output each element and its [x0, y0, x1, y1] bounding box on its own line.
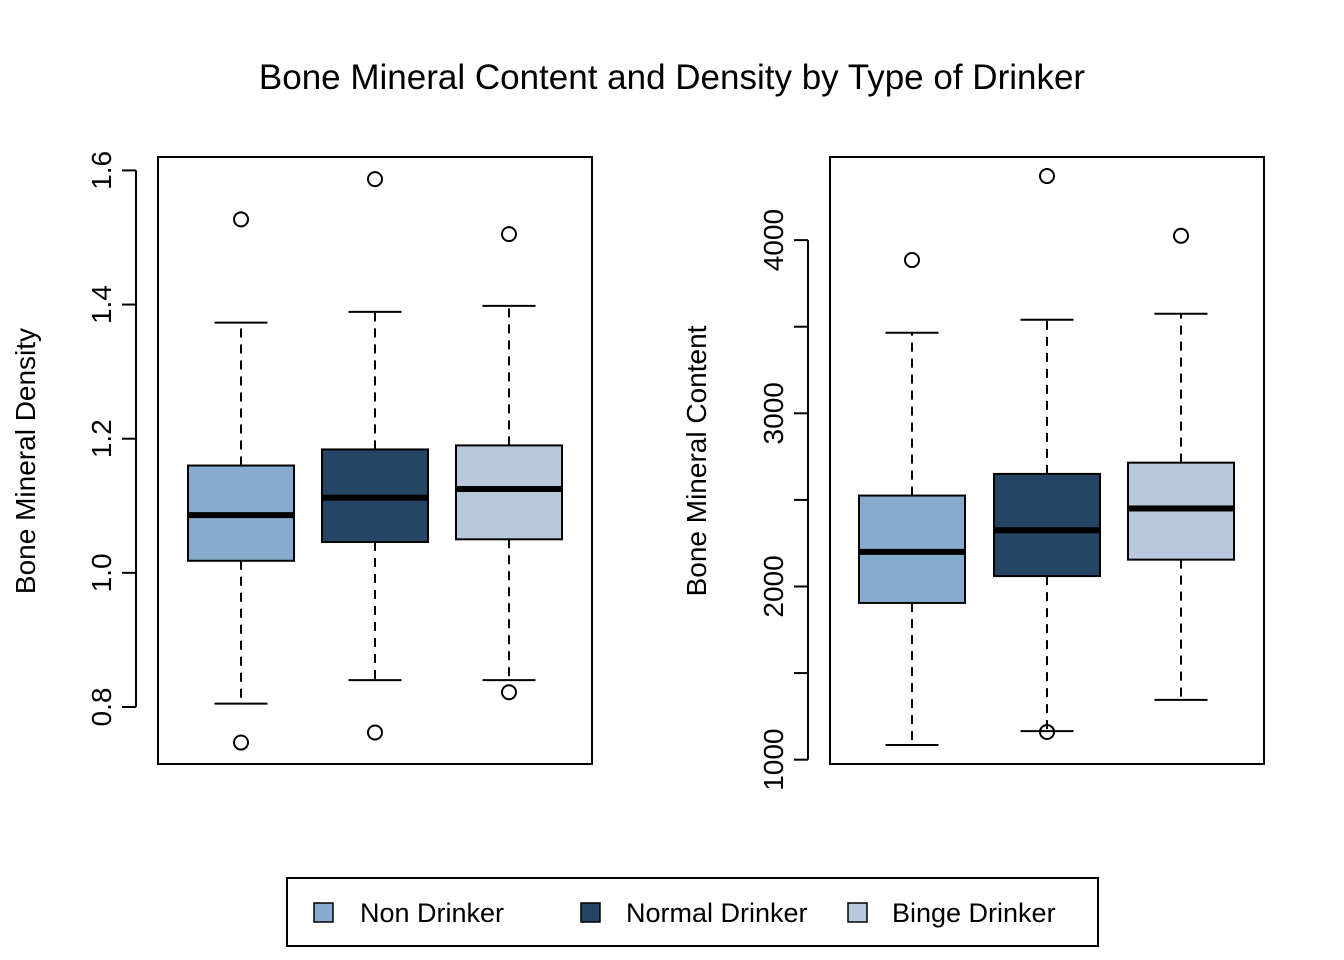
legend-box: [286, 877, 1099, 947]
legend-item-normal-drinker: Normal Drinker: [580, 898, 808, 928]
y-tick-label: 1.6: [86, 151, 117, 190]
legend-item-binge-drinker: Binge Drinker: [847, 898, 1056, 928]
y-axis-label-density: Bone Mineral Density: [10, 328, 41, 594]
legend-label: Binge Drinker: [892, 898, 1056, 928]
legend: Non Drinker Normal Drinker Binge Drinker: [286, 877, 1099, 947]
box-body: [993, 472, 1101, 578]
box-body: [455, 444, 563, 541]
outlier-point: [1039, 168, 1055, 185]
legend-item-non-drinker: Non Drinker: [313, 898, 504, 928]
box-binge-drinker: [1127, 227, 1235, 701]
outlier-point: [1039, 723, 1055, 740]
legend-label: Non Drinker: [360, 898, 504, 928]
boxes-content: [858, 168, 1235, 746]
y-axis-density: 0.8 1.0 1.2 1.4 1.6: [86, 151, 137, 727]
y-tick-label: 0.8: [86, 688, 117, 727]
box-non-drinker: [858, 252, 966, 746]
legend-label: Normal Drinker: [626, 898, 808, 928]
legend-swatch: [580, 902, 601, 923]
y-tick-label: 1.2: [86, 419, 117, 458]
legend-swatch: [847, 902, 868, 923]
outlier-point: [501, 226, 517, 243]
outlier-point: [233, 211, 249, 228]
outlier-point: [501, 684, 517, 701]
outlier-point: [904, 252, 920, 269]
panel-density: 0.8 1.0 1.2 1.4 1.6 Bone Mineral Density: [10, 151, 593, 765]
y-tick-label: 1000: [758, 729, 789, 791]
y-tick-label: 3000: [758, 382, 789, 444]
box-non-drinker: [187, 211, 295, 751]
legend-swatch: [313, 902, 334, 923]
outlier-point: [367, 724, 383, 741]
y-axis-label-content: Bone Mineral Content: [681, 325, 712, 596]
y-tick-label: 2000: [758, 555, 789, 617]
boxes-density: [187, 171, 563, 751]
outlier-point: [233, 734, 249, 751]
y-axis-content: 1000 2000 3000 4000: [758, 209, 809, 791]
outlier-point: [367, 171, 383, 188]
chart-title: Bone Mineral Content and Density by Type…: [259, 58, 1086, 97]
plot-frame-density: [157, 156, 593, 765]
box-normal-drinker: [321, 171, 429, 741]
box-binge-drinker: [455, 226, 563, 701]
y-tick-label: 4000: [758, 209, 789, 271]
panel-content: 1000 2000 3000 4000 Bone Mineral Content: [681, 156, 1265, 791]
y-tick-label: 1.4: [86, 285, 117, 324]
y-tick-label: 1.0: [86, 553, 117, 592]
outlier-point: [1173, 227, 1189, 244]
box-normal-drinker: [993, 168, 1101, 740]
plot-frame-content: [829, 156, 1265, 765]
